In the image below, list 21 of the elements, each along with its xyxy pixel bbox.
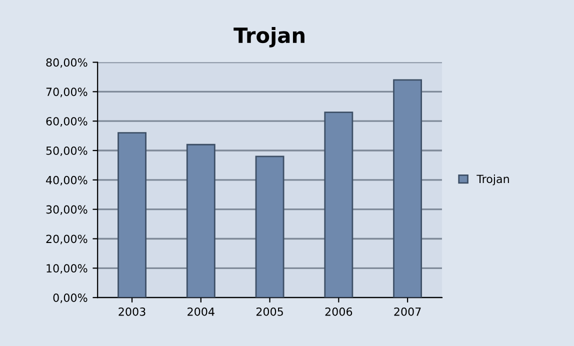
y-tick-label: 30,00% xyxy=(46,205,88,215)
bar xyxy=(255,156,284,298)
y-tick-label: 50,00% xyxy=(46,146,88,156)
y-tick-label: 60,00% xyxy=(46,117,88,127)
chart-title: Trojan xyxy=(234,27,304,48)
y-tick-label: 20,00% xyxy=(46,234,88,244)
y-tick-label: 70,00% xyxy=(46,88,88,98)
bar xyxy=(186,144,216,298)
x-tick-label: 2006 xyxy=(325,307,352,316)
legend-label: Trojan xyxy=(476,174,509,186)
x-tick-label: 2005 xyxy=(256,307,283,316)
bar xyxy=(393,79,422,298)
y-tick-label: 80,00% xyxy=(46,58,88,68)
y-tick-label: 40,00% xyxy=(46,176,88,186)
x-tick-label: 2004 xyxy=(188,307,214,316)
bar xyxy=(118,132,146,298)
y-tick-label: 10,00% xyxy=(46,264,88,274)
y-tick-label: 0,00% xyxy=(53,294,88,304)
x-tick-label: 2007 xyxy=(394,307,421,316)
x-tick-label: 2003 xyxy=(118,307,146,316)
bar xyxy=(324,112,354,298)
